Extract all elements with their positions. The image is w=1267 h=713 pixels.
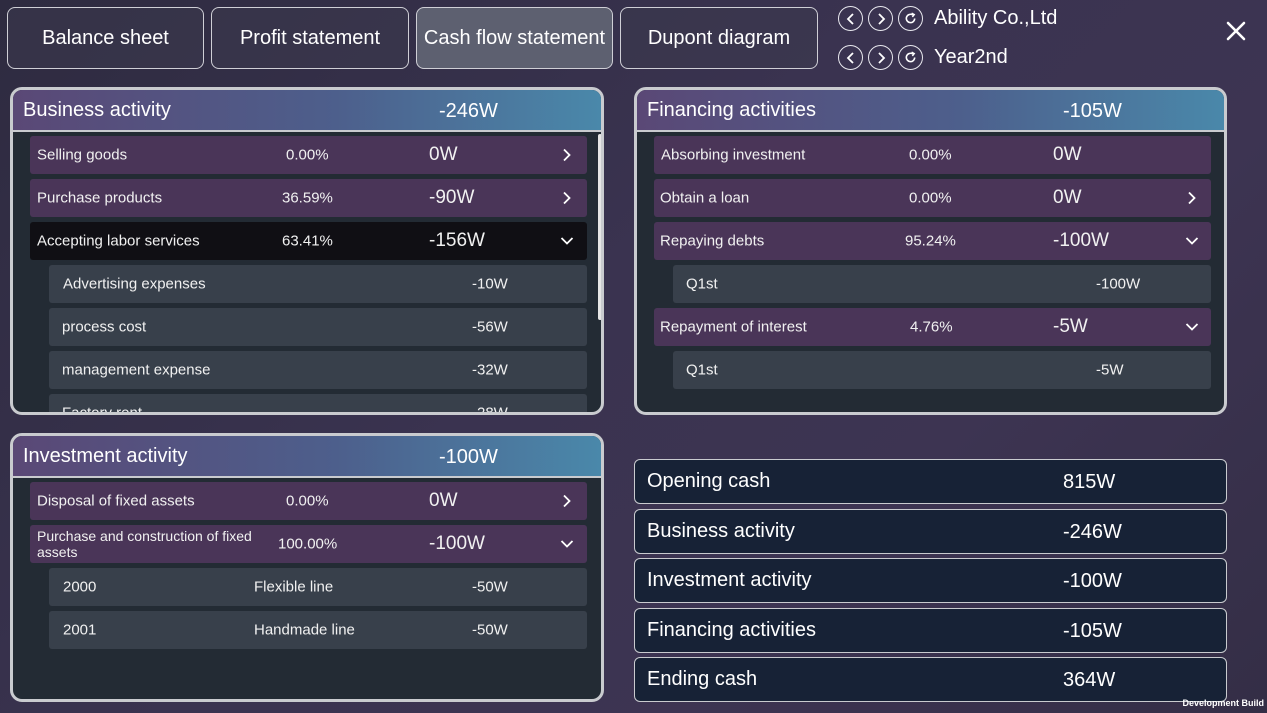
sub-item: Advertising expenses -10W: [49, 265, 587, 303]
sub-item: Q1st -100W: [673, 265, 1211, 303]
chevron-right-icon[interactable]: [868, 45, 893, 70]
chevron-left-icon[interactable]: [838, 6, 863, 31]
summary-business-activity: Business activity -246W: [634, 509, 1227, 554]
chevron-down-icon: [1185, 237, 1199, 245]
year-label: Year2nd: [934, 46, 1008, 68]
chevron-right-icon: [1188, 191, 1196, 205]
panel-total: -246W: [439, 100, 498, 122]
financing-activities-panel: Financing activities -105W Absorbing inv…: [634, 87, 1227, 415]
chevron-right-icon: [563, 191, 571, 205]
investment-activity-list[interactable]: Disposal of fixed assets 0.00% 0W Purcha…: [13, 478, 601, 699]
list-item[interactable]: Selling goods 0.00% 0W: [30, 136, 587, 174]
summary-investment-activity: Investment activity -100W: [634, 558, 1227, 603]
sub-item: management expense -32W: [49, 351, 587, 389]
chevron-left-icon[interactable]: [838, 45, 863, 70]
summary-opening-cash: Opening cash 815W: [634, 459, 1227, 504]
investment-activity-panel: Investment activity -100W Disposal of fi…: [10, 433, 604, 702]
chevron-down-icon: [560, 237, 574, 245]
tab-dupont-diagram[interactable]: Dupont diagram: [620, 7, 818, 69]
list-item-expanded[interactable]: Repaying debts 95.24% -100W: [654, 222, 1211, 260]
list-item-expanded[interactable]: Accepting labor services 63.41% -156W: [30, 222, 587, 260]
chevron-right-icon: [563, 494, 571, 508]
panel-title: Business activity: [23, 99, 171, 121]
list-item[interactable]: Absorbing investment 0.00% 0W: [654, 136, 1211, 174]
list-item-expanded[interactable]: Repayment of interest 4.76% -5W: [654, 308, 1211, 346]
sub-item: process cost -56W: [49, 308, 587, 346]
close-icon[interactable]: [1222, 17, 1250, 45]
sub-item: 2000 Flexible line -50W: [49, 568, 587, 606]
chevron-right-icon: [563, 148, 571, 162]
sub-item: Factory rent -28W: [49, 394, 587, 412]
list-item[interactable]: Purchase and construction of fixed asset…: [30, 525, 587, 563]
panel-title: Investment activity: [23, 445, 188, 467]
sub-item: 2001 Handmade line -50W: [49, 611, 587, 649]
panel-total: -105W: [1063, 100, 1122, 122]
list-item[interactable]: Obtain a loan 0.00% 0W: [654, 179, 1211, 217]
refresh-icon[interactable]: [898, 45, 923, 70]
business-activity-panel: Business activity -246W Selling goods 0.…: [10, 87, 604, 415]
panel-total: -100W: [439, 446, 498, 468]
summary-financing-activities: Financing activities -105W: [634, 608, 1227, 653]
company-name: Ability Co.,Ltd: [934, 7, 1058, 29]
investment-activity-header: Investment activity -100W: [13, 436, 601, 478]
sub-item: Q1st -5W: [673, 351, 1211, 389]
chevron-right-icon[interactable]: [868, 6, 893, 31]
business-activity-list[interactable]: Selling goods 0.00% 0W Purchase products…: [13, 132, 601, 412]
development-build-label: Development Build: [1182, 698, 1264, 708]
tab-profit-statement[interactable]: Profit statement: [211, 7, 409, 69]
scrollbar[interactable]: [598, 134, 601, 320]
business-activity-header: Business activity -246W: [13, 90, 601, 132]
list-item[interactable]: Purchase products 36.59% -90W: [30, 179, 587, 217]
chevron-down-icon: [560, 540, 574, 548]
financing-activities-list[interactable]: Absorbing investment 0.00% 0W Obtain a l…: [637, 132, 1224, 412]
tab-balance-sheet[interactable]: Balance sheet: [7, 7, 204, 69]
refresh-icon[interactable]: [898, 6, 923, 31]
financing-activities-header: Financing activities -105W: [637, 90, 1224, 132]
tab-cash-flow-statement[interactable]: Cash flow statement: [416, 7, 613, 69]
summary-ending-cash: Ending cash 364W: [634, 657, 1227, 702]
company-selector: Ability Co.,Ltd: [838, 6, 1057, 31]
list-item[interactable]: Disposal of fixed assets 0.00% 0W: [30, 482, 587, 520]
year-selector: Year2nd: [838, 45, 1008, 70]
panel-title: Financing activities: [647, 99, 816, 121]
chevron-down-icon: [1185, 323, 1199, 331]
